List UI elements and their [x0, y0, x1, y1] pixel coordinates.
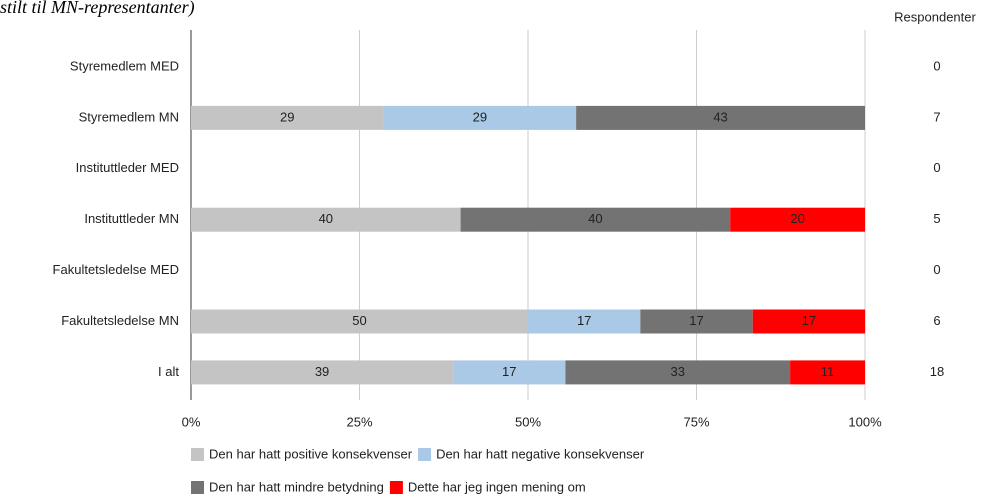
bar-segment — [383, 105, 577, 130]
x-tick-label: 100% — [848, 414, 882, 429]
data-label: 39 — [315, 364, 329, 379]
data-label: 20 — [790, 211, 804, 226]
y-tick-label: I alt — [158, 364, 179, 379]
data-label: 17 — [502, 364, 516, 379]
legend-swatch — [191, 481, 204, 494]
data-label: 17 — [577, 313, 591, 328]
legend-swatch — [418, 448, 432, 461]
y-tick-label: Styremedlem MN — [79, 109, 179, 124]
bar-segment — [453, 360, 566, 385]
x-tick-label: 50% — [515, 414, 541, 429]
data-label: 33 — [671, 364, 685, 379]
respondent-count: 0 — [933, 58, 940, 73]
y-tick-label: Fakultetsledelse MN — [61, 313, 179, 328]
bar-segment — [191, 207, 461, 232]
respondent-count: 7 — [933, 109, 940, 124]
data-label: 17 — [689, 313, 703, 328]
bar-segment — [191, 105, 384, 130]
bar-segment — [730, 207, 865, 232]
bar-segment — [460, 207, 731, 232]
bar-segment — [528, 309, 641, 334]
y-tick-label: Instituttleder MN — [84, 211, 179, 226]
data-label: 50 — [352, 313, 366, 328]
legend-swatch — [191, 448, 204, 461]
data-label: 29 — [473, 109, 487, 124]
data-label: 11 — [821, 364, 835, 379]
respondent-count: 5 — [933, 211, 940, 226]
legend-label: Den har hatt positive konsekvenser — [209, 446, 413, 461]
respondent-count: 18 — [930, 364, 944, 379]
legend-swatch — [389, 481, 403, 494]
bar-segment — [191, 360, 454, 385]
data-label: 17 — [802, 313, 816, 328]
respondent-count: 0 — [933, 262, 940, 277]
bar-segment — [576, 105, 865, 130]
bar-segment — [191, 309, 528, 334]
data-label: 43 — [713, 109, 727, 124]
data-label: 40 — [319, 211, 333, 226]
x-tick-label: 25% — [346, 414, 372, 429]
legend-label: Den har hatt mindre betydning — [209, 479, 384, 494]
respondent-count: 0 — [933, 160, 940, 175]
y-tick-label: Instituttleder MED — [76, 160, 179, 175]
bar-segment — [752, 309, 866, 334]
x-tick-label: 75% — [683, 414, 709, 429]
bar-segment — [565, 360, 791, 385]
x-tick-label: 0% — [182, 414, 201, 429]
respondents-header: Respondenter — [894, 9, 976, 24]
legend-label: Den har hatt negative konsekvenser — [436, 446, 645, 461]
y-tick-label: Styremedlem MED — [70, 58, 179, 73]
y-tick-label: Fakultetsledelse MED — [53, 262, 179, 277]
bar-segment — [640, 309, 753, 334]
data-label: 40 — [588, 211, 602, 226]
chart-title: stilt til MN-representanter) — [0, 0, 195, 18]
bar-segment — [790, 360, 865, 385]
respondent-count: 6 — [933, 313, 940, 328]
legend-label: Dette har jeg ingen mening om — [408, 479, 586, 494]
data-label: 29 — [280, 109, 294, 124]
